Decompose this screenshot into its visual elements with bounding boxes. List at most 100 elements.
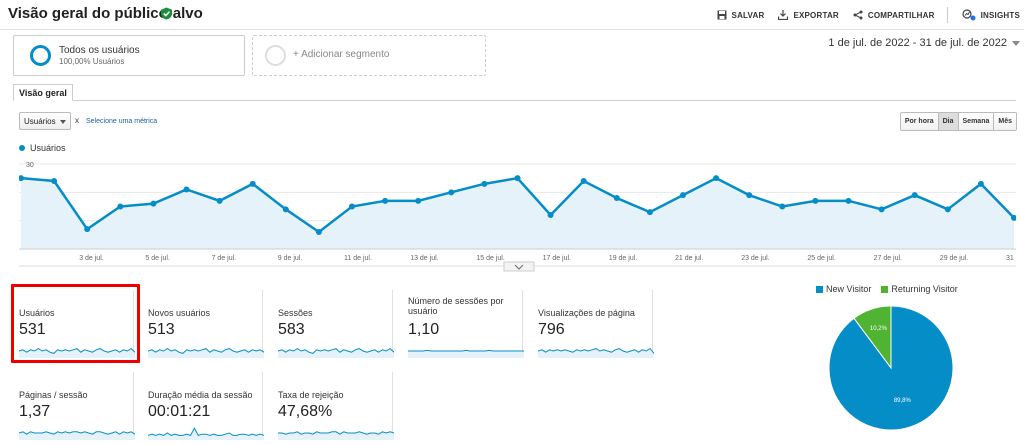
chevron-down-icon — [1012, 40, 1020, 46]
data-point[interactable] — [216, 197, 223, 204]
x-tick-label: 19 de jul. — [609, 255, 637, 262]
data-point[interactable] — [382, 197, 389, 204]
granularity-week-button[interactable]: Semana — [958, 113, 995, 130]
data-point[interactable] — [415, 197, 422, 204]
data-point[interactable] — [84, 226, 91, 233]
data-point[interactable] — [117, 203, 124, 210]
visitor-type-pie-chart: 10,2% 89,8% — [828, 305, 954, 431]
insights-button[interactable]: INSIGHTS — [962, 9, 1020, 21]
data-point[interactable] — [448, 189, 455, 196]
save-icon — [717, 10, 727, 20]
data-point[interactable] — [514, 175, 521, 182]
chevron-down-icon — [514, 264, 524, 270]
x-tick-label: 3 de jul. — [79, 255, 104, 262]
sparkline — [19, 347, 135, 358]
data-point[interactable] — [878, 206, 885, 213]
data-point[interactable] — [249, 180, 256, 187]
share-label: COMPARTILHAR — [867, 10, 935, 20]
sparkline — [148, 427, 264, 440]
pie-slice-new-visitor[interactable] — [828, 305, 954, 431]
chevron-down-icon — [60, 120, 66, 124]
insights-label: INSIGHTS — [980, 10, 1020, 20]
data-point[interactable] — [746, 192, 753, 199]
data-point[interactable] — [646, 209, 653, 216]
data-point[interactable] — [1011, 214, 1016, 221]
metric-value: 531 — [19, 321, 46, 338]
data-point[interactable] — [812, 197, 819, 204]
select-metric-link[interactable]: Selecione uma métrica — [86, 118, 158, 125]
sparkline-area — [278, 348, 394, 358]
x-tick-label: 15 de jul. — [476, 255, 504, 262]
share-icon — [853, 10, 863, 20]
data-point[interactable] — [713, 175, 720, 182]
export-button[interactable]: EXPORTAR — [778, 10, 839, 20]
data-point[interactable] — [613, 195, 620, 201]
metric-tile[interactable]: Novos usuários 513 — [141, 290, 264, 358]
sparkline-area — [148, 428, 264, 440]
versus-label: x — [75, 116, 79, 125]
legend-label: New Visitor — [826, 284, 872, 294]
insights-icon — [962, 9, 976, 21]
share-button[interactable]: COMPARTILHAR — [853, 10, 935, 20]
collapse-handle[interactable] — [503, 261, 535, 272]
sparkline — [148, 348, 264, 358]
sparkline — [408, 349, 524, 358]
segment-name: Todos os usuários — [59, 45, 140, 56]
data-point[interactable] — [547, 212, 554, 218]
tab-bar: Visão geral — [13, 84, 1016, 101]
data-point[interactable] — [150, 200, 157, 207]
metric-tile[interactable]: Sessões 583 — [271, 290, 394, 358]
metric-tile[interactable]: Páginas / sessão 1,37 — [12, 372, 135, 440]
data-point[interactable] — [349, 203, 355, 210]
data-point[interactable] — [944, 206, 951, 213]
x-tick-label: 29 de jul. — [940, 255, 968, 262]
metric-name: Duração média da sessão — [148, 390, 253, 400]
metric-tile[interactable]: Taxa de rejeição 47,68% — [271, 372, 394, 440]
legend-item-returning-visitor[interactable]: Returning Visitor — [881, 284, 958, 294]
report-header: Visão geral do público-alvo SALVAR EXPOR… — [0, 0, 1024, 30]
metric-name: Sessões — [278, 308, 313, 318]
data-point[interactable] — [680, 192, 686, 199]
metric-tile[interactable]: Visualizações de página 796 — [531, 290, 654, 358]
metric-tile[interactable]: Duração média da sessão 00:01:21 — [141, 372, 264, 440]
data-point[interactable] — [779, 203, 786, 210]
tab-overview[interactable]: Visão geral — [13, 84, 73, 101]
save-button[interactable]: SALVAR — [717, 10, 765, 20]
sparkline-area — [148, 348, 264, 358]
x-tick-label: 13 de jul. — [410, 255, 438, 262]
metric-tile[interactable]: Usuários 531 — [12, 290, 135, 358]
metric-name: Taxa de rejeição — [278, 390, 344, 400]
metric-name: Visualizações de página — [538, 308, 635, 318]
granularity-month-button[interactable]: Mês — [994, 113, 1016, 130]
legend-item-new-visitor[interactable]: New Visitor — [816, 284, 871, 294]
sparkline — [278, 347, 394, 358]
data-point[interactable] — [977, 180, 984, 187]
metric-select[interactable]: Usuários — [19, 112, 71, 130]
data-point[interactable] — [183, 186, 190, 193]
data-point[interactable] — [845, 197, 852, 204]
data-point[interactable] — [282, 206, 289, 213]
chart-series-legend: Usuários — [19, 143, 66, 153]
add-segment-button[interactable]: + Adicionar segmento — [252, 35, 486, 76]
segment-color-indicator — [30, 45, 51, 66]
metric-value: 47,68% — [278, 403, 333, 420]
series-color-dot — [19, 145, 25, 151]
data-point[interactable] — [580, 178, 587, 184]
data-point[interactable] — [911, 192, 918, 199]
users-line-chart: 3020103 de jul.5 de jul.7 de jul.9 de ju… — [19, 162, 1016, 272]
data-point[interactable] — [315, 229, 322, 235]
divider — [946, 7, 948, 23]
metric-select-value: Usuários — [24, 117, 56, 126]
data-point[interactable] — [51, 178, 58, 184]
date-range-picker[interactable]: 1 de jul. de 2022 - 31 de jul. de 2022 — [828, 37, 1020, 49]
legend-swatch — [881, 285, 889, 293]
metric-tile[interactable]: Número de sessões por usuário 1,10 — [401, 290, 524, 358]
sparkline-line — [538, 347, 654, 354]
data-point[interactable] — [481, 180, 488, 187]
data-point[interactable] — [19, 175, 24, 182]
granularity-hourly-button[interactable]: Por hora — [900, 113, 939, 130]
segment-all-users[interactable]: Todos os usuários 100,00% Usuários — [13, 35, 245, 76]
metric-value: 583 — [278, 321, 305, 338]
metric-name: Novos usuários — [148, 308, 211, 318]
granularity-day-button[interactable]: Dia — [938, 113, 959, 130]
